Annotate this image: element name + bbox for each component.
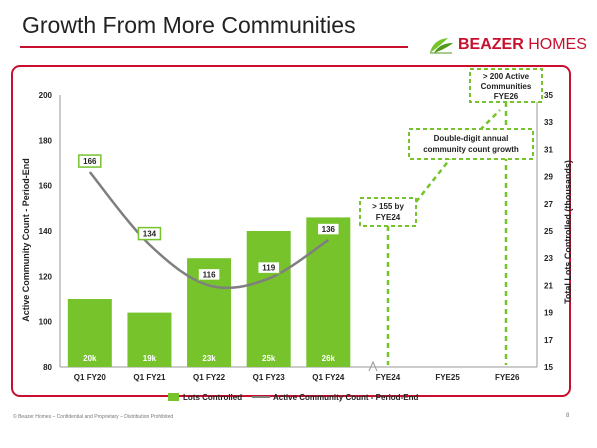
svg-text:Communities: Communities <box>481 82 532 91</box>
x-tick-label: FYE25 <box>435 373 460 382</box>
x-tick-label: Q1 FY22 <box>193 373 226 382</box>
line-data-label: 136 <box>316 222 341 236</box>
right-tick-labels: 15 17 19 21 23 25 27 29 31 33 35 <box>544 91 553 372</box>
projection-connector-high <box>479 109 501 131</box>
right-tick-label: 21 <box>544 281 553 290</box>
right-tick-label: 29 <box>544 173 553 182</box>
bar-series <box>67 217 351 367</box>
svg-text:136: 136 <box>322 225 336 234</box>
axis-break-marker <box>368 360 378 372</box>
left-tick-label: 80 <box>43 363 52 372</box>
bar-data-label: 19k <box>143 354 157 363</box>
right-tick-label: 31 <box>544 145 553 154</box>
left-tick-label: 120 <box>39 272 53 281</box>
bar <box>306 217 351 367</box>
right-tick-label: 15 <box>544 363 553 372</box>
svg-text:community count growth: community count growth <box>423 145 519 154</box>
svg-text:134: 134 <box>143 230 157 239</box>
svg-text:Double-digit annual: Double-digit annual <box>434 134 509 143</box>
legend-swatch-lots <box>168 393 179 401</box>
bar <box>127 312 172 367</box>
right-tick-label: 25 <box>544 227 553 236</box>
svg-text:> 200 Active: > 200 Active <box>483 72 530 81</box>
left-tick-label: 140 <box>39 227 53 236</box>
left-axis-title: Active Community Count - Period-End <box>21 158 31 322</box>
right-tick-label: 19 <box>544 309 553 318</box>
beazer-logo: BEAZER HOMES <box>428 34 587 56</box>
chart-legend: Lots Controlled Active Community Count -… <box>168 393 418 402</box>
left-tick-label: 160 <box>39 182 53 191</box>
left-tick-label: 200 <box>39 91 53 100</box>
bar-data-label: 20k <box>83 354 97 363</box>
title-underline <box>20 46 408 48</box>
bar <box>246 231 291 367</box>
line-data-labels: 166 134 116 119 136 <box>78 154 341 282</box>
line-data-label: 119 <box>256 260 281 275</box>
legend-label-count: Active Community Count - Period-End <box>273 393 418 402</box>
right-axis-title: Total Lots Controlled (thousands) <box>563 160 573 304</box>
x-tick-label: Q1 FY23 <box>253 373 286 382</box>
x-tick-label: FYE24 <box>376 373 401 382</box>
svg-text:FYE26: FYE26 <box>494 92 519 101</box>
right-tick-label: 27 <box>544 200 553 209</box>
right-tick-label: 33 <box>544 118 553 127</box>
projection-connector-low <box>415 158 451 203</box>
community-count-line <box>88 171 329 290</box>
line-data-label: 134 <box>137 226 162 241</box>
footer-text: © Beazer Homes – Confidential and Propri… <box>13 414 174 420</box>
annotation-fye24: > 155 by FYE24 <box>359 197 417 227</box>
logo-wordmark: BEAZER HOMES <box>458 36 587 53</box>
x-tick-labels: Q1 FY20 Q1 FY21 Q1 FY22 Q1 FY23 Q1 FY24 FYE24… <box>74 373 520 382</box>
page-title: Growth From More Communities <box>22 12 356 38</box>
page-number: 8 <box>566 413 570 419</box>
leaf-icon <box>430 38 453 54</box>
projection-markers <box>386 102 508 365</box>
bar-data-label: 23k <box>202 354 216 363</box>
left-tick-label: 100 <box>39 318 53 327</box>
bar-data-label: 26k <box>322 354 336 363</box>
svg-text:FYE24: FYE24 <box>376 213 401 222</box>
svg-text:119: 119 <box>262 264 275 273</box>
line-data-label: 116 <box>197 267 221 282</box>
chart-frame <box>11 65 571 397</box>
bar <box>67 299 112 367</box>
bar-data-labels: 20k 19k 23k 25k 26k <box>83 354 335 363</box>
annotation-fye26: > 200 Active Communities FYE26 <box>469 68 543 103</box>
line-data-label: 166 <box>78 154 102 168</box>
legend-label-lots: Lots Controlled <box>183 393 242 402</box>
x-tick-label: Q1 FY21 <box>133 373 166 382</box>
svg-text:166: 166 <box>83 157 97 166</box>
left-tick-labels: 80 100 120 140 160 180 200 <box>39 91 53 372</box>
right-tick-label: 23 <box>544 254 553 263</box>
x-tick-label: FYE26 <box>495 373 520 382</box>
left-tick-label: 180 <box>39 136 53 145</box>
line-series <box>88 171 329 290</box>
right-tick-label: 17 <box>544 336 553 345</box>
svg-text:116: 116 <box>203 270 216 279</box>
svg-text:> 155 by: > 155 by <box>372 202 404 211</box>
bar-data-label: 25k <box>262 354 276 363</box>
annotation-growth: Double-digit annual community count grow… <box>408 128 534 160</box>
x-tick-label: Q1 FY24 <box>312 373 345 382</box>
right-tick-label: 35 <box>544 91 553 100</box>
x-tick-label: Q1 FY20 <box>74 373 107 382</box>
